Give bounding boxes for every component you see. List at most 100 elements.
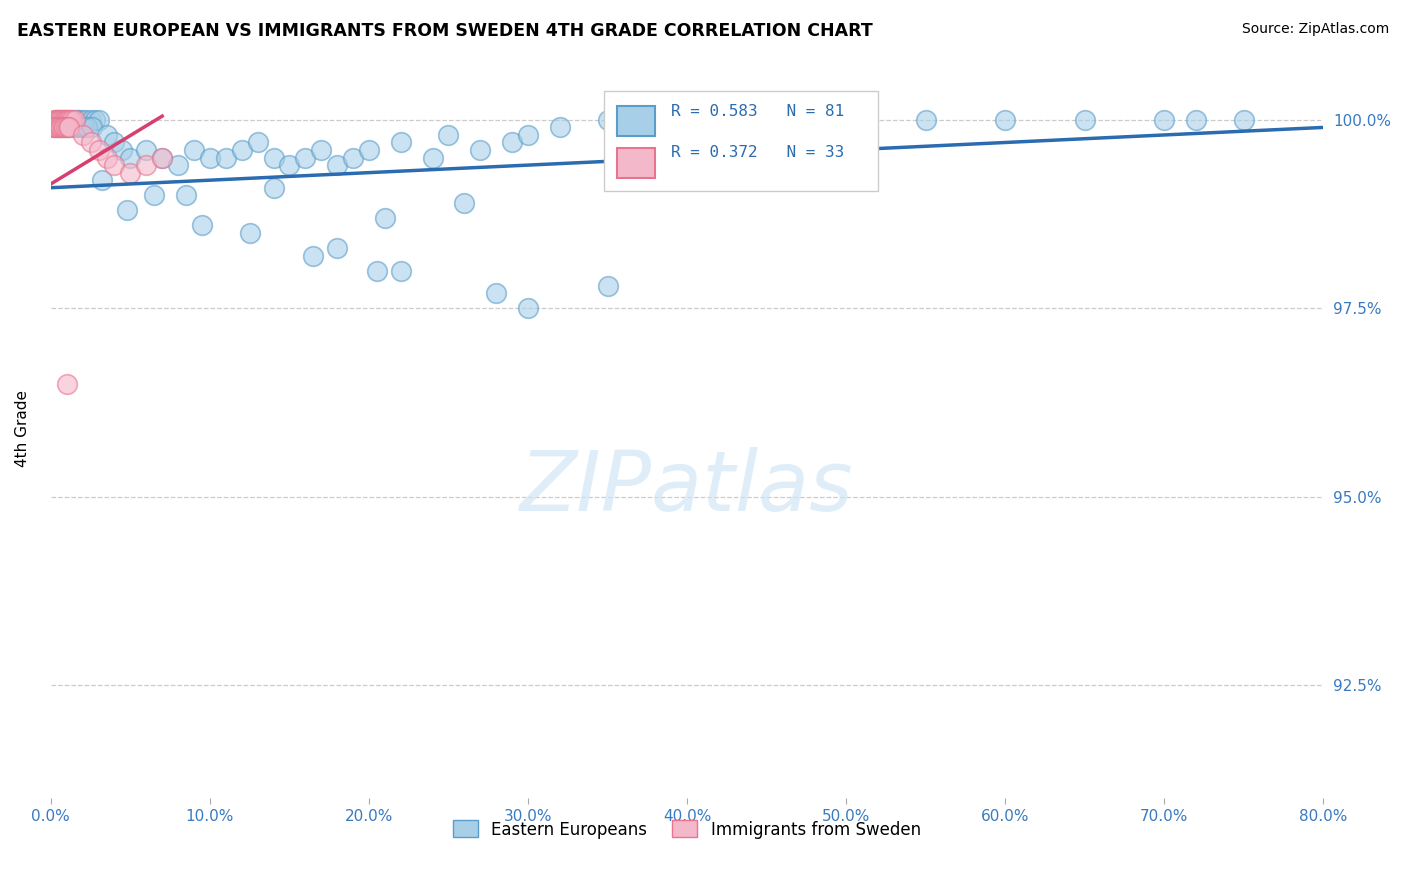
Point <box>357 143 380 157</box>
Point <box>914 112 936 127</box>
Point <box>75 112 97 127</box>
Text: Source: ZipAtlas.com: Source: ZipAtlas.com <box>1241 22 1389 37</box>
Point <box>48 120 70 135</box>
Point <box>42 120 65 135</box>
Point <box>115 203 138 218</box>
Point <box>60 112 83 127</box>
Point <box>60 112 83 127</box>
Point <box>46 112 69 127</box>
Point <box>48 112 70 127</box>
Point <box>676 112 699 127</box>
Point <box>1153 112 1175 127</box>
Point <box>501 136 523 150</box>
Point <box>215 151 238 165</box>
Point <box>96 128 118 142</box>
Point <box>103 158 125 172</box>
FancyBboxPatch shape <box>617 106 655 136</box>
Point <box>309 143 332 157</box>
Point <box>42 112 65 127</box>
Point <box>302 248 325 262</box>
Point <box>87 143 110 157</box>
Point <box>44 120 66 135</box>
Point <box>150 151 173 165</box>
Point <box>120 151 142 165</box>
Point <box>62 120 84 135</box>
Point <box>994 112 1017 127</box>
Point <box>437 128 460 142</box>
Point <box>143 188 166 202</box>
Point <box>72 128 94 142</box>
Point <box>835 112 858 127</box>
Point <box>755 112 778 127</box>
Point <box>55 376 77 391</box>
Point <box>55 120 77 135</box>
Point <box>48 112 70 127</box>
Point <box>58 120 80 135</box>
Point <box>66 112 89 127</box>
Point <box>517 301 540 316</box>
Point <box>517 128 540 142</box>
Point <box>65 120 87 135</box>
Point <box>453 195 475 210</box>
Point <box>58 112 80 127</box>
Point <box>135 143 157 157</box>
Point <box>53 120 76 135</box>
Point <box>79 112 101 127</box>
Point <box>183 143 205 157</box>
Point <box>485 286 508 301</box>
Legend: Eastern Europeans, Immigrants from Sweden: Eastern Europeans, Immigrants from Swede… <box>447 814 928 846</box>
Point <box>135 158 157 172</box>
Point <box>174 188 197 202</box>
Point <box>246 136 269 150</box>
Point <box>596 112 619 127</box>
Point <box>231 143 253 157</box>
Text: R = 0.583   N = 81: R = 0.583 N = 81 <box>671 103 844 119</box>
Point <box>803 120 825 135</box>
Point <box>52 112 75 127</box>
Point <box>628 120 651 135</box>
Point <box>278 158 301 172</box>
Point <box>45 120 67 135</box>
Point <box>96 151 118 165</box>
Text: R = 0.372   N = 33: R = 0.372 N = 33 <box>671 145 844 161</box>
Point <box>326 158 349 172</box>
Point <box>69 112 91 127</box>
Point <box>294 151 316 165</box>
Point <box>49 120 72 135</box>
Point <box>198 151 221 165</box>
Point <box>342 151 364 165</box>
Point <box>239 226 262 240</box>
Point <box>51 112 73 127</box>
Point <box>52 120 75 135</box>
Point <box>263 180 285 194</box>
Point <box>52 112 75 127</box>
Point <box>374 211 396 225</box>
Point <box>326 241 349 255</box>
Point <box>422 151 444 165</box>
Point <box>389 263 412 277</box>
Point <box>73 120 96 135</box>
Point <box>1185 112 1208 127</box>
Point <box>46 120 69 135</box>
Point <box>1073 112 1095 127</box>
Point <box>45 112 67 127</box>
Point <box>82 120 104 135</box>
Point <box>366 263 388 277</box>
Point <box>263 151 285 165</box>
Point <box>167 158 190 172</box>
Point <box>389 136 412 150</box>
Point <box>53 112 76 127</box>
Point <box>1233 112 1256 127</box>
Point <box>90 173 112 187</box>
Text: ZIPatlas: ZIPatlas <box>520 448 853 528</box>
Point <box>707 120 730 135</box>
Point <box>55 112 77 127</box>
Point <box>59 112 82 127</box>
Point <box>58 120 80 135</box>
Point <box>59 112 82 127</box>
Point <box>51 112 73 127</box>
Point <box>79 136 101 150</box>
Point <box>55 112 77 127</box>
Y-axis label: 4th Grade: 4th Grade <box>15 391 30 467</box>
Point <box>56 120 79 135</box>
